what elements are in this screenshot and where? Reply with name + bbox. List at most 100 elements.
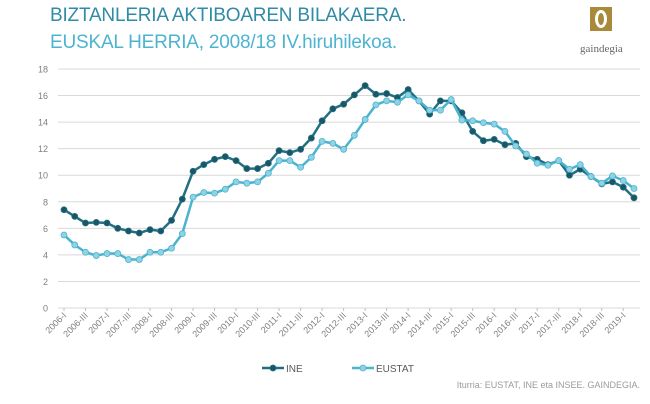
data-point-ine <box>200 161 208 169</box>
y-tick-label: 14 <box>38 118 48 128</box>
data-point-eustat <box>168 244 175 252</box>
legend-label-ine: INE <box>286 364 303 375</box>
data-point-ine <box>490 135 498 143</box>
data-point-ine <box>609 178 616 186</box>
data-point-ine <box>469 128 477 135</box>
data-point-eustat <box>415 97 423 105</box>
data-point-eustat <box>275 157 283 165</box>
data-point-ine <box>383 90 391 97</box>
data-point-eustat <box>211 189 218 197</box>
data-point-eustat <box>619 177 627 184</box>
data-point-eustat <box>103 250 111 257</box>
data-point-ine <box>82 219 89 227</box>
data-point-eustat <box>458 116 466 124</box>
data-point-eustat <box>404 91 412 99</box>
series-line-ine <box>63 84 635 235</box>
data-point-eustat <box>340 145 348 153</box>
series-line-eustat <box>63 93 635 261</box>
data-point-eustat <box>383 97 391 105</box>
data-point-eustat <box>297 163 305 171</box>
data-point-eustat <box>426 106 434 114</box>
data-point-eustat <box>307 153 315 161</box>
data-point-ine <box>135 229 143 237</box>
data-point-ine <box>189 167 197 175</box>
data-point-eustat <box>221 185 229 193</box>
data-point-ine <box>566 171 573 179</box>
data-point-ine <box>340 100 348 108</box>
data-point-eustat <box>125 256 132 263</box>
data-point-eustat <box>566 165 573 173</box>
data-point-eustat <box>254 178 261 186</box>
logo-text: gaindegia <box>580 43 623 55</box>
legend-label-eustat: EUSTAT <box>376 364 414 375</box>
data-point-eustat <box>480 119 487 127</box>
data-point-ine <box>168 216 175 224</box>
data-point-ine <box>211 155 218 163</box>
y-tick-label: 12 <box>38 144 48 154</box>
data-point-ine <box>275 147 283 155</box>
source-note: Iturria: EUSTAT, INE eta INSEE. GAINDEGI… <box>456 380 640 390</box>
y-tick-label: 6 <box>43 224 48 234</box>
data-point-eustat <box>200 189 208 196</box>
data-point-ine <box>71 212 79 220</box>
y-tick-label: 18 <box>38 65 48 75</box>
data-point-ine <box>254 165 261 172</box>
logo-ellipse-inner <box>598 13 604 25</box>
data-point-ine <box>114 224 122 232</box>
data-point-ine <box>297 145 305 153</box>
data-point-eustat <box>135 256 143 263</box>
data-point-ine <box>157 227 165 235</box>
data-point-ine <box>103 219 111 227</box>
data-point-ine <box>437 97 444 105</box>
data-point-eustat <box>523 150 530 158</box>
data-point-eustat <box>630 185 638 192</box>
data-point-ine <box>221 153 229 161</box>
data-point-eustat <box>71 241 79 249</box>
data-point-ine <box>350 91 358 99</box>
data-point-eustat <box>92 252 100 259</box>
data-point-eustat <box>189 193 197 201</box>
data-point-ine <box>178 195 186 203</box>
data-point-ine <box>60 206 68 214</box>
data-point-eustat <box>490 120 498 128</box>
data-point-eustat <box>286 157 294 165</box>
data-point-eustat <box>318 137 326 145</box>
data-point-eustat <box>447 96 455 103</box>
data-point-eustat <box>146 248 154 256</box>
data-point-eustat <box>60 231 68 239</box>
data-point-ine <box>630 194 638 202</box>
data-point-eustat <box>393 98 401 106</box>
chart-subtitle: EUSKAL HERRIA, 2008/18 IV.hiruhilekoa. <box>50 32 397 53</box>
data-point-eustat <box>501 128 509 135</box>
data-point-eustat <box>243 179 251 187</box>
data-point-eustat <box>350 131 358 139</box>
data-point-eustat <box>512 142 520 150</box>
data-point-eustat <box>437 106 444 114</box>
legend-marker-ine <box>269 364 277 372</box>
data-point-eustat <box>264 169 272 177</box>
data-point-ine <box>243 165 251 172</box>
data-point-ine <box>372 90 380 98</box>
data-point-eustat <box>82 248 89 256</box>
data-point-ine <box>264 159 272 167</box>
y-tick-label: 8 <box>43 197 48 207</box>
y-tick-label: 10 <box>38 171 48 181</box>
data-point-eustat <box>329 139 337 147</box>
legend-marker-eustat <box>359 364 367 372</box>
y-tick-label: 4 <box>43 250 48 260</box>
x-tick-label: 2019-I <box>603 310 628 335</box>
data-point-eustat <box>555 157 563 165</box>
data-point-eustat <box>232 178 240 186</box>
data-point-ine <box>286 149 294 157</box>
y-tick-label: 2 <box>43 277 48 287</box>
data-point-eustat <box>598 179 606 187</box>
data-point-ine <box>480 137 487 145</box>
y-tick-label: 0 <box>43 304 48 314</box>
data-point-eustat <box>587 173 595 180</box>
data-point-ine <box>329 105 337 113</box>
data-point-ine <box>619 183 627 191</box>
data-point-ine <box>307 134 315 142</box>
data-point-eustat <box>361 116 369 123</box>
gaindegia-logo <box>590 7 612 31</box>
